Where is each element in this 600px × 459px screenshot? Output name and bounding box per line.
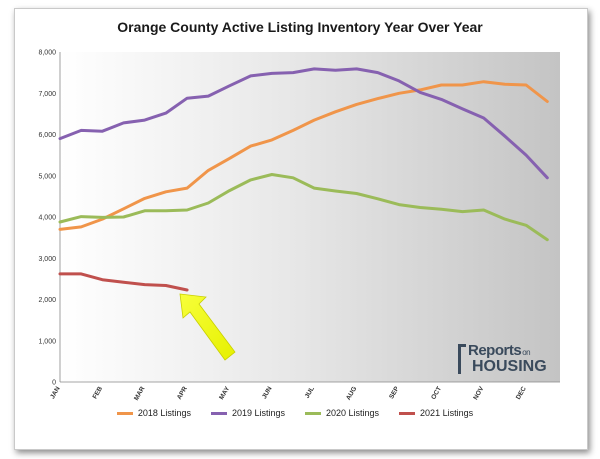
series-lines — [58, 67, 549, 292]
chart-legend: 2018 Listings 2019 Listings 2020 Listings 2… — [60, 405, 530, 421]
legend-swatch — [399, 411, 416, 415]
legend-item: 2020 Listings — [305, 408, 379, 418]
x-tick-label: JUL — [304, 385, 316, 399]
yellow-arrow-icon — [179, 293, 236, 361]
y-axis-ticks: 0 1,000 2,000 3,000 4,000 5,000 6,000 7,000 8,00… — [38, 50, 56, 387]
y-tick-label: 2,000 — [38, 297, 56, 304]
x-tick-label: SEP — [388, 385, 401, 400]
x-tick-label: DEC — [515, 385, 528, 401]
legend-item: 2018 Listings — [116, 408, 191, 418]
logo-reports-text: Reportson — [468, 342, 531, 359]
logo-mark — [458, 344, 466, 374]
legend-item: 2019 Listings — [210, 408, 285, 418]
y-tick-label: 0 — [52, 380, 56, 387]
x-axis-ticks: JAN FEB MAR APR MAY JUN JUL AUG SEP OCT NOV DEC — [49, 385, 528, 402]
reports-on-housing-logo: Reportson HOUSING — [458, 340, 568, 380]
chart-title: Orange County Active Listing Inventory Y… — [117, 19, 483, 35]
x-tick-label: JUN — [261, 385, 274, 400]
legend-label: 2019 Listings — [231, 408, 285, 418]
y-tick-label: 6,000 — [38, 132, 56, 139]
legend-swatch — [210, 411, 227, 415]
legend-item: 2021 Listings — [399, 408, 473, 418]
logo-housing-text: HOUSING — [472, 358, 547, 375]
x-tick-label: FEB — [92, 385, 105, 400]
series-line-2019 — [58, 67, 549, 180]
x-tick-label: AUG — [345, 386, 358, 402]
x-tick-label: OCT — [430, 385, 443, 400]
y-tick-label: 8,000 — [38, 50, 56, 57]
y-tick-label: 7,000 — [38, 91, 56, 98]
x-tick-label: MAY — [218, 385, 231, 401]
x-tick-label: NOV — [472, 385, 485, 401]
y-tick-label: 3,000 — [38, 256, 56, 263]
x-tick-label: JAN — [49, 385, 62, 400]
x-tick-label: APR — [176, 385, 189, 401]
legend-label: 2020 Listings — [326, 408, 380, 418]
series-line-2018 — [58, 80, 549, 231]
legend-label: 2021 Listings — [420, 408, 474, 418]
series-line-2020 — [58, 173, 549, 242]
y-tick-label: 1,000 — [38, 338, 56, 345]
legend-swatch — [305, 411, 321, 415]
y-tick-label: 4,000 — [38, 215, 56, 222]
y-tick-label: 5,000 — [38, 173, 56, 180]
legend-swatch — [116, 411, 133, 415]
x-tick-label: MAR — [133, 385, 147, 402]
series-line-2021 — [58, 272, 189, 292]
legend-label: 2018 Listings — [137, 408, 191, 418]
plot-area — [60, 52, 560, 382]
